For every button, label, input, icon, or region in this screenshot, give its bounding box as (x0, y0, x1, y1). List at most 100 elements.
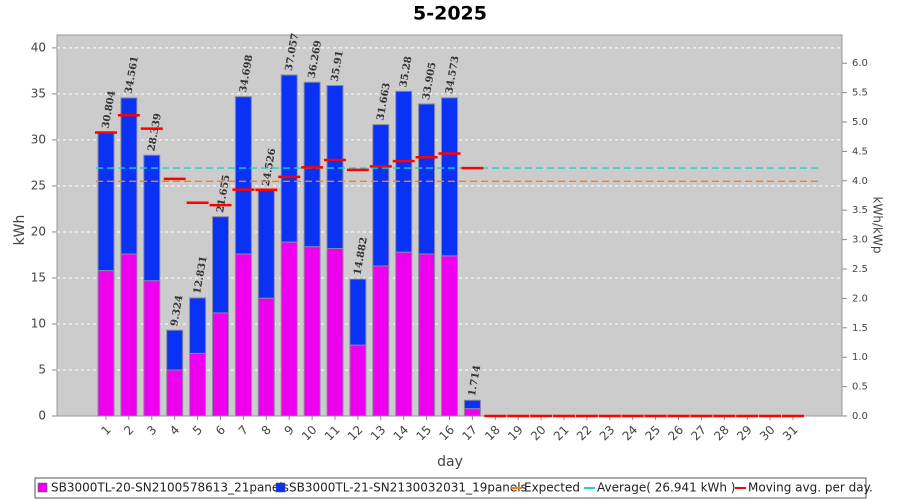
y-tick-label: 25 (31, 178, 46, 192)
x-tick-label: 17 (459, 423, 480, 444)
x-tick-label: 19 (505, 423, 526, 444)
y2-tick-label: 0.0 (852, 411, 868, 422)
x-tick-label: 29 (734, 423, 755, 444)
x-tick-label: 18 (482, 423, 503, 444)
value-label: 35.91 (330, 50, 346, 83)
x-tick-label: 27 (688, 423, 709, 444)
x-tick-label: 22 (574, 423, 595, 444)
y-axis-label: kWh (12, 215, 28, 246)
x-tick-label: 13 (368, 423, 389, 444)
x-tick-label: 3 (144, 423, 159, 438)
bar-segment (372, 124, 390, 267)
y-tick-label: 40 (31, 40, 46, 54)
y2-tick-label: 6.0 (852, 58, 868, 69)
x-tick-label: 28 (711, 423, 732, 444)
bar-segment (120, 97, 138, 255)
bar-segment (395, 251, 413, 417)
bar-segment (463, 399, 481, 410)
bar-segment (418, 253, 436, 417)
legend-label: SB3000TL-20-SN2100578613_21panels (51, 481, 289, 495)
x-tick-label: 1 (98, 423, 113, 438)
x-tick-label: 7 (236, 423, 251, 438)
y-tick-label: 15 (31, 270, 46, 284)
chart-title: 5-2025 (413, 3, 487, 25)
bar-segment (280, 74, 298, 243)
legend-label: Average( 26.941 kWh ) (597, 481, 736, 495)
y2-tick-label: 3.0 (852, 235, 868, 246)
bar-segment (189, 352, 207, 417)
bar-segment (280, 241, 298, 417)
y2-tick-label: 2.5 (852, 264, 868, 275)
x-tick-label: 14 (391, 423, 412, 444)
y-tick-label: 10 (31, 316, 46, 330)
bar-segment (441, 255, 458, 417)
y2-tick-label: 2.0 (852, 293, 868, 304)
y2-tick-label: 1.0 (852, 352, 868, 363)
bar-segment (143, 280, 161, 417)
x-tick-label: 6 (213, 423, 228, 438)
bar-segment (234, 253, 252, 417)
x-tick-label: 10 (299, 423, 320, 444)
y2-axis-label: kWh/kWp (871, 197, 885, 254)
bar-segment (349, 278, 367, 346)
bar-segment (166, 369, 184, 417)
bar-segment (257, 297, 275, 417)
y-tick-label: 30 (31, 132, 46, 146)
bar-segment (189, 297, 207, 354)
x-tick-label: 11 (322, 423, 343, 444)
x-tick-label: 15 (413, 423, 434, 444)
x-tick-label: 24 (620, 423, 641, 444)
bar-segment (212, 312, 229, 417)
bar-segment (418, 103, 436, 255)
bar-segment (97, 270, 115, 417)
legend-label: Moving avg. per day. (748, 481, 873, 495)
x-tick-label: 23 (597, 423, 618, 444)
bar-segment (166, 329, 184, 371)
bar-segment (326, 248, 344, 417)
x-tick-label: 4 (167, 423, 182, 438)
x-tick-label: 8 (259, 423, 274, 438)
bar-segment (143, 154, 161, 282)
legend-swatch (275, 482, 286, 493)
bar-segment (349, 344, 367, 417)
bar-segment (120, 253, 138, 417)
y2-tick-label: 4.0 (852, 176, 868, 187)
x-tick-label: 21 (551, 423, 572, 444)
y-tick-label: 20 (31, 224, 46, 238)
bar-segment (463, 408, 481, 417)
y2-tick-label: 3.5 (852, 205, 868, 216)
x-tick-label: 12 (345, 423, 366, 444)
y2-tick-label: 5.5 (852, 88, 868, 99)
x-tick-label: 20 (528, 423, 549, 444)
value-label: 35.28 (398, 55, 414, 88)
bar-segment (441, 97, 458, 257)
value-label: 1.714 (467, 364, 483, 397)
y2-tick-label: 1.5 (852, 323, 868, 334)
x-tick-label: 31 (780, 423, 801, 444)
x-tick-label: 9 (281, 423, 296, 438)
bar-segment (97, 132, 115, 272)
x-tick-label: 16 (436, 423, 457, 444)
x-axis-label: day (437, 454, 463, 470)
x-tick-label: 26 (665, 423, 686, 444)
y2-tick-label: 0.5 (852, 382, 868, 393)
value-label: 9.324 (169, 294, 185, 327)
legend-swatch (37, 482, 48, 493)
legend (34, 477, 867, 499)
x-tick-label: 30 (757, 423, 778, 444)
bar-segment (326, 85, 344, 250)
bar-segment (212, 216, 229, 314)
bar-segment (395, 90, 413, 253)
y-tick-label: 0 (38, 409, 46, 423)
y2-tick-label: 5.0 (852, 117, 868, 128)
bar-segment (303, 81, 321, 248)
bar-segment (234, 96, 252, 255)
legend-label: SB3000TL-21-SN2130032031_19panels (289, 481, 527, 495)
x-tick-label: 25 (642, 423, 663, 444)
y-tick-label: 35 (31, 86, 46, 100)
bar-segment (257, 189, 275, 299)
x-tick-label: 2 (121, 423, 136, 438)
y-tick-label: 5 (38, 362, 46, 376)
bar-segment (303, 246, 321, 417)
